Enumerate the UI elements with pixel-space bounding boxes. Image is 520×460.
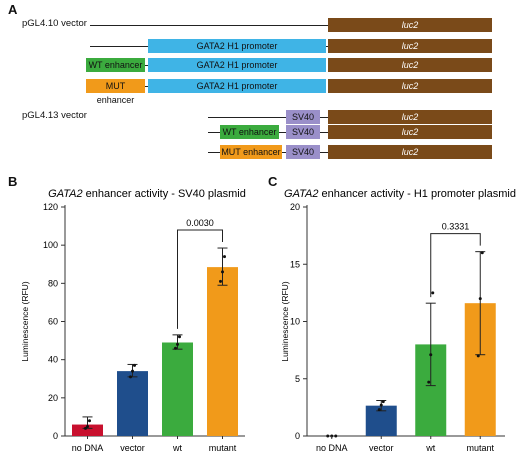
- panel-a-letter: A: [8, 2, 18, 17]
- luc2-box: luc2: [328, 79, 492, 93]
- chart-c-h1: GATA2 enhancer activity - H1 promoter pl…: [280, 188, 516, 453]
- data-point: [84, 426, 87, 430]
- x-tick-label: vector: [369, 443, 394, 453]
- y-tick-label: 5: [295, 374, 300, 384]
- data-point: [219, 279, 222, 283]
- luc2-box: luc2: [328, 39, 492, 53]
- vector-backbone-line: [208, 152, 220, 153]
- x-tick-label: wt: [425, 443, 435, 453]
- data-point: [129, 375, 132, 379]
- p-value-label: 0.3331: [442, 222, 470, 232]
- vector-backbone-line: [145, 86, 148, 87]
- chart-title: GATA2 enhancer activity - H1 promoter pl…: [284, 188, 516, 200]
- x-tick-label: no DNA: [316, 443, 348, 453]
- luc2-box: luc2: [328, 18, 492, 32]
- significance-bracket: [430, 233, 481, 298]
- bar-vector: [117, 371, 148, 436]
- vector-backbone-line: [90, 25, 328, 26]
- bar-wt: [162, 342, 193, 436]
- significance-bracket: [177, 229, 223, 329]
- data-point: [178, 335, 181, 339]
- x-tick-label: no DNA: [72, 443, 104, 453]
- vector-backbone-line: [320, 117, 328, 118]
- pgl410-label: pGL4.10 vector: [22, 18, 87, 29]
- x-tick-label: mutant: [466, 443, 494, 453]
- data-point: [223, 255, 226, 259]
- data-point: [379, 403, 383, 407]
- luc2-box: luc2: [328, 145, 492, 159]
- data-point: [88, 419, 91, 423]
- y-tick-label: 40: [48, 355, 58, 365]
- data-point: [174, 346, 177, 350]
- data-point: [334, 434, 338, 438]
- data-point: [377, 408, 381, 412]
- vector-backbone-line: [208, 117, 286, 118]
- data-point: [133, 363, 136, 367]
- chart-b-sv40: GATA2 enhancer activity - SV40 plasmid 0 2…: [20, 188, 246, 453]
- y-tick-label: 15: [290, 259, 300, 269]
- y-axis-label: Luminescence (RFU): [20, 281, 30, 361]
- vector-backbone-line: [279, 132, 286, 133]
- luc2-box: luc2: [328, 110, 492, 124]
- wt-enhancer-box: WT enhancer: [220, 125, 279, 139]
- data-point: [131, 369, 134, 373]
- mut-enhancer-box: MUT enhancer: [220, 145, 282, 159]
- chart-title-gene: GATA2: [48, 188, 82, 200]
- chart-title-rest: enhancer activity - H1 promoter plasmid: [318, 188, 515, 200]
- vector-backbone-line: [208, 132, 220, 133]
- y-tick-label: 10: [290, 317, 300, 327]
- h1-promoter-box: GATA2 H1 promoter: [148, 79, 326, 93]
- chart-title-rest: enhancer activity - SV40 plasmid: [83, 188, 246, 200]
- vector-backbone-line: [320, 152, 328, 153]
- data-point: [221, 270, 224, 274]
- y-tick-label: 20: [48, 393, 58, 403]
- data-point: [427, 380, 431, 384]
- wt-enhancer-box: WT enhancer: [86, 58, 145, 72]
- y-tick-label: 20: [290, 202, 300, 212]
- vector-backbone-line: [326, 46, 328, 47]
- vector-backbone-line: [320, 132, 328, 133]
- data-point: [326, 434, 330, 438]
- x-tick-label: wt: [172, 443, 182, 453]
- data-point: [480, 251, 484, 255]
- mut-enhancer-box: MUT enhancer: [86, 79, 145, 105]
- h1-promoter-box: GATA2 H1 promoter: [148, 39, 326, 53]
- y-tick-label: 60: [48, 317, 58, 327]
- data-point: [429, 353, 433, 357]
- y-tick-label: 0: [53, 431, 58, 441]
- data-point: [381, 400, 385, 404]
- h1-promoter-box: GATA2 H1 promoter: [148, 58, 326, 72]
- data-point: [176, 342, 179, 346]
- luc2-box: luc2: [328, 58, 492, 72]
- data-point: [86, 424, 89, 428]
- vector-backbone-line: [282, 152, 286, 153]
- data-point: [478, 297, 482, 301]
- data-point: [431, 291, 435, 295]
- luc2-box: luc2: [328, 125, 492, 139]
- sv40-box: SV40: [286, 125, 320, 139]
- y-tick-label: 80: [48, 278, 58, 288]
- bar-no-dna: [72, 424, 103, 436]
- chart-title-gene: GATA2: [284, 188, 318, 200]
- y-tick-label: 0: [295, 431, 300, 441]
- vector-backbone-line: [145, 65, 148, 66]
- y-axis-label: Luminescence (RFU): [280, 281, 290, 361]
- sv40-box: SV40: [286, 145, 320, 159]
- sv40-box: SV40: [286, 110, 320, 124]
- bar-mutant: [207, 267, 238, 436]
- y-tick-label: 120: [43, 202, 58, 212]
- x-tick-label: mutant: [209, 443, 237, 453]
- panel-c-letter: C: [268, 174, 278, 189]
- pgl413-label: pGL4.13 vector: [22, 110, 87, 121]
- x-tick-label: vector: [120, 443, 145, 453]
- data-point: [476, 354, 480, 358]
- p-value-label: 0.0030: [186, 218, 214, 228]
- panel-b-letter: B: [8, 174, 18, 189]
- chart-title: GATA2 enhancer activity - SV40 plasmid: [48, 188, 246, 200]
- y-tick-label: 100: [43, 240, 58, 250]
- vector-backbone-line: [90, 46, 148, 47]
